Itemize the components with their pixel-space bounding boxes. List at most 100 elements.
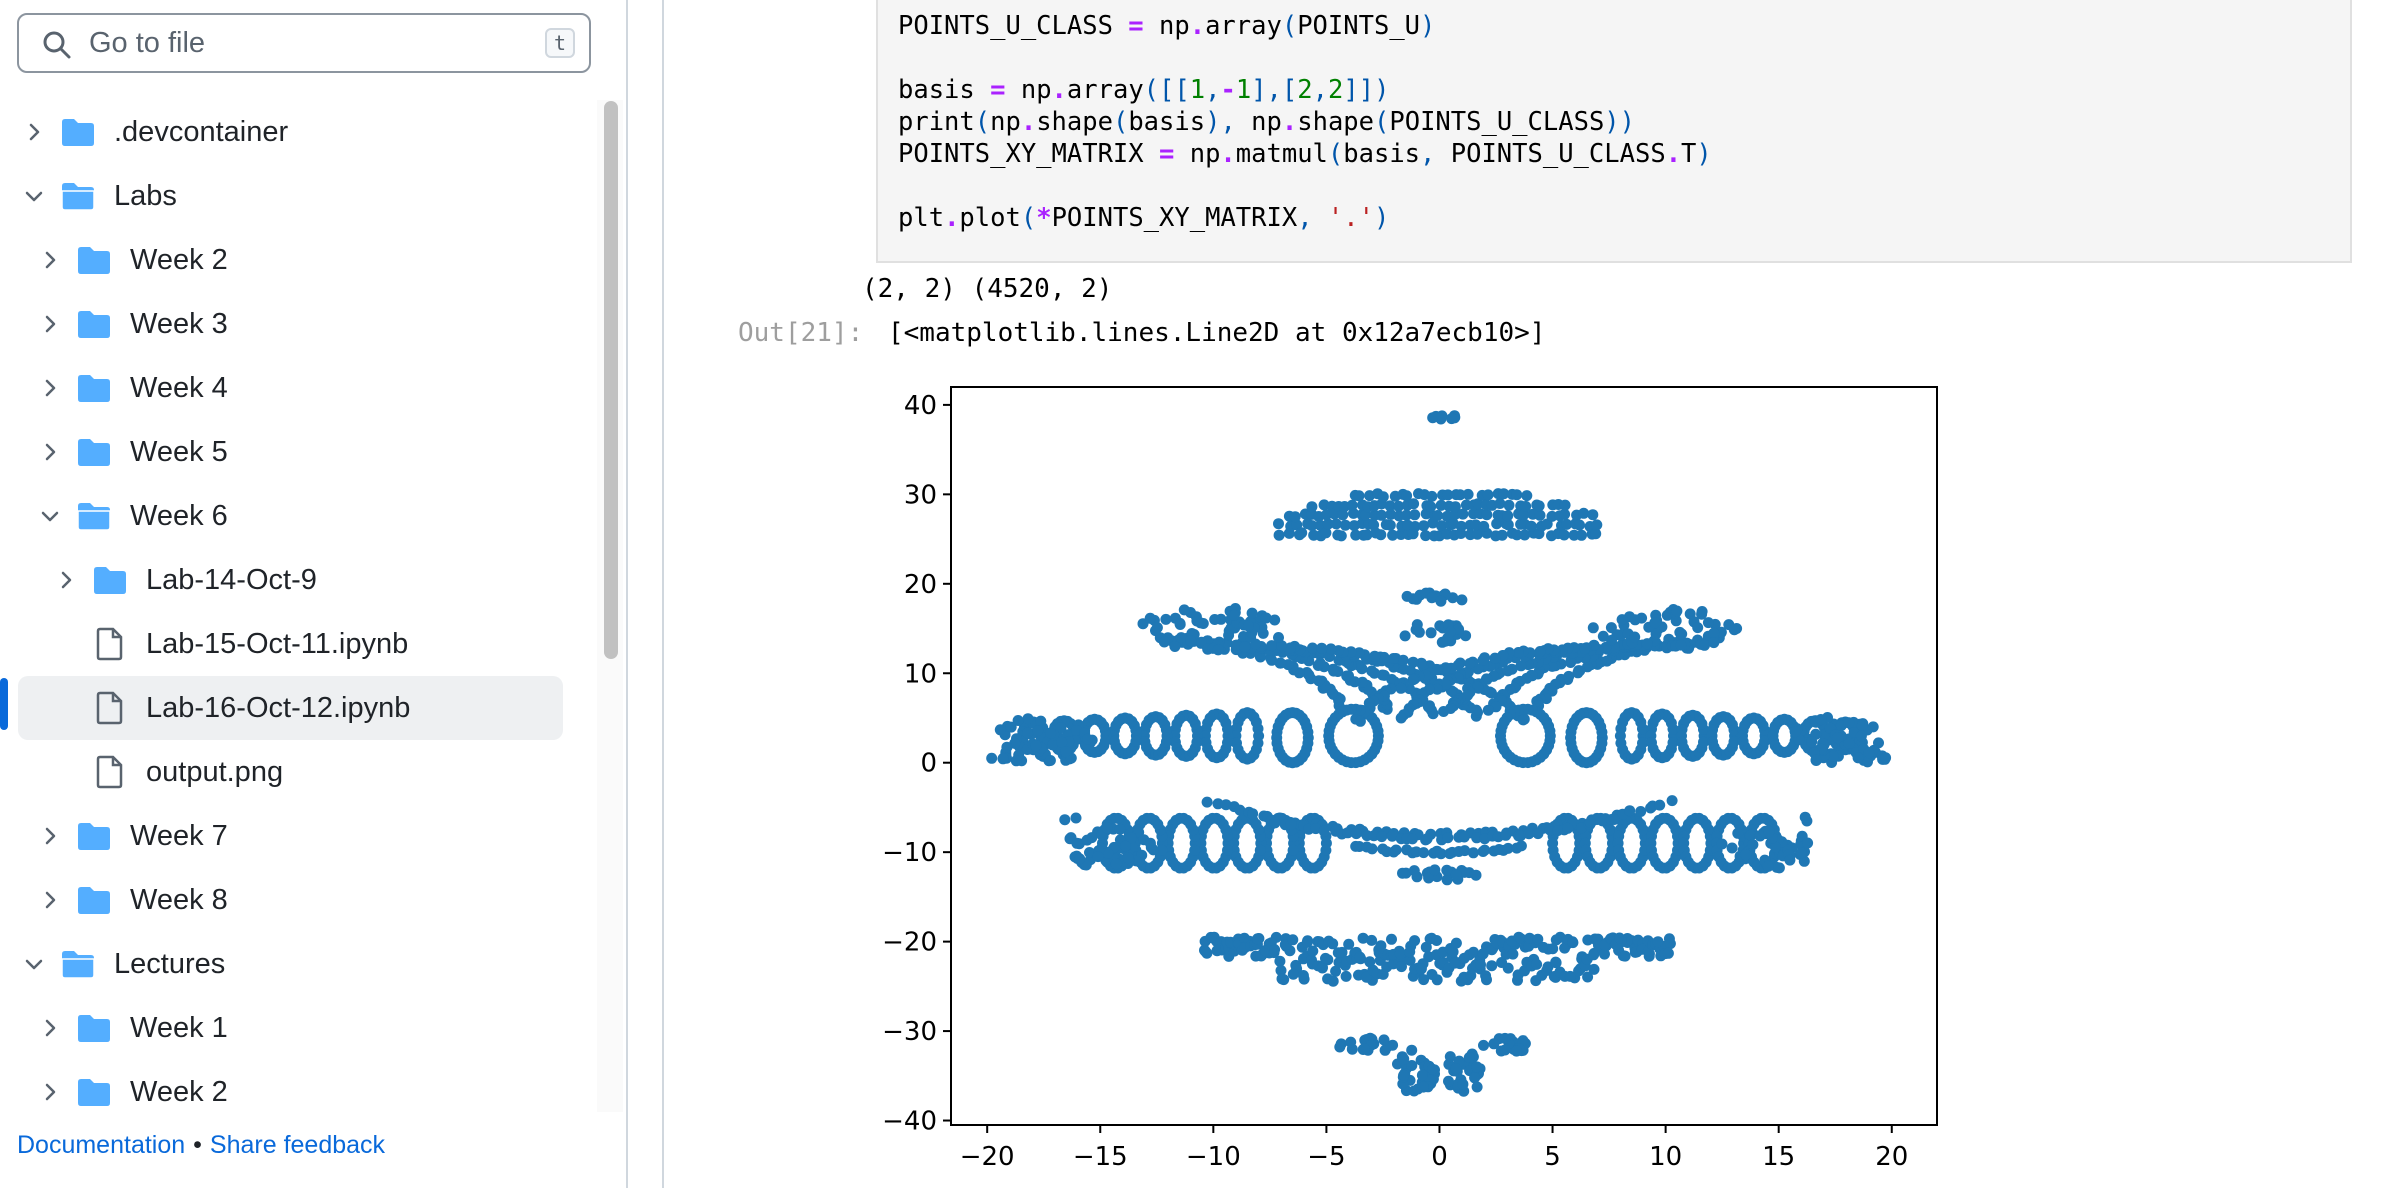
tree-folder[interactable]: .devcontainer — [18, 100, 563, 164]
data-point — [1596, 737, 1608, 749]
data-point — [1450, 869, 1462, 881]
folder-open-icon — [77, 503, 111, 531]
data-point — [1269, 614, 1281, 626]
chevron-right-icon[interactable] — [22, 120, 46, 144]
output-prompt: Out[21]: — [738, 318, 864, 348]
data-point — [1334, 1041, 1346, 1053]
data-point — [1740, 849, 1752, 861]
tree-folder[interactable]: Lectures — [18, 932, 563, 996]
chevron-down-icon[interactable] — [38, 504, 62, 528]
data-point — [1410, 624, 1422, 636]
search-input[interactable] — [89, 25, 529, 61]
data-point — [1330, 965, 1342, 977]
data-point — [1726, 842, 1738, 854]
tree-folder[interactable]: Week 4 — [18, 356, 563, 420]
tree-folder[interactable]: Week 8 — [18, 868, 563, 932]
data-point — [1559, 942, 1571, 954]
y-axis-ticks: 40 30 20 10 0 −10 −20 −30 −40 — [882, 391, 951, 1137]
chevron-right-icon[interactable] — [38, 888, 62, 912]
x-tick-label: 0 — [1431, 1142, 1448, 1172]
sidebar-scrollbar-thumb[interactable] — [604, 101, 618, 659]
x-tick-label: −20 — [960, 1142, 1015, 1172]
tree-item-label: Lectures — [114, 948, 226, 980]
data-point — [1468, 946, 1479, 958]
data-point — [1395, 712, 1407, 724]
data-point — [1798, 855, 1810, 867]
documentation-link[interactable]: Documentation — [17, 1131, 186, 1159]
chevron-down-icon[interactable] — [22, 184, 46, 208]
data-point — [1662, 947, 1674, 959]
code-line: POINTS_XY_MATRIX = np.matmul(basis, POIN… — [898, 139, 1712, 169]
tree-folder[interactable]: Lab-14-Oct-9 — [18, 548, 563, 612]
data-point — [1531, 958, 1543, 970]
data-point — [1443, 1075, 1454, 1087]
data-point — [1445, 626, 1457, 638]
data-point — [1479, 844, 1491, 856]
tree-folder[interactable]: Week 2 — [18, 228, 563, 292]
tree-folder[interactable]: Week 6 — [18, 484, 563, 548]
data-point — [1442, 832, 1454, 844]
data-point — [1436, 410, 1448, 422]
data-point — [1260, 945, 1272, 957]
data-point — [1629, 614, 1641, 626]
tree-folder[interactable]: Week 1 — [18, 996, 563, 1060]
data-point — [1856, 720, 1868, 731]
y-tick-label: −30 — [882, 1017, 937, 1047]
data-point — [1246, 607, 1258, 619]
data-point — [1702, 617, 1714, 629]
tree-file[interactable]: Lab-15-Oct-11.ipynb — [18, 612, 563, 676]
data-point — [1511, 529, 1523, 541]
chevron-down-icon[interactable] — [22, 952, 46, 976]
data-point — [1269, 944, 1281, 956]
tree-folder[interactable]: Week 3 — [18, 292, 563, 356]
x-tick-label: 20 — [1875, 1142, 1908, 1172]
data-point — [1274, 955, 1286, 967]
chevron-right-icon[interactable] — [38, 1080, 62, 1104]
data-point — [1486, 960, 1498, 972]
data-point — [1209, 614, 1221, 625]
tree-folder[interactable]: Week 7 — [18, 804, 563, 868]
chevron-right-icon[interactable] — [38, 440, 62, 464]
data-point — [1457, 508, 1469, 520]
tree-folder[interactable]: Labs — [18, 164, 563, 228]
data-point — [1574, 519, 1585, 531]
chevron-right-icon[interactable] — [38, 1016, 62, 1040]
data-point — [1427, 412, 1439, 424]
chevron-right-icon[interactable] — [38, 312, 62, 336]
data-point — [1375, 529, 1387, 541]
chevron-right-icon[interactable] — [38, 824, 62, 848]
share-feedback-link[interactable]: Share feedback — [209, 1131, 386, 1159]
data-point — [1408, 498, 1420, 510]
tree-item-label: Labs — [114, 180, 177, 212]
chevron-right-icon[interactable] — [38, 248, 62, 272]
code-line: plt.plot(*POINTS_XY_MATRIX, '.') — [898, 203, 1390, 233]
data-point — [1789, 726, 1801, 738]
chevron-right-icon[interactable] — [38, 376, 62, 400]
data-point — [1353, 490, 1365, 502]
tree-file[interactable]: output.png — [18, 740, 563, 804]
tree-item-label: Week 8 — [130, 884, 228, 916]
tree-folder[interactable]: Week 5 — [18, 420, 563, 484]
data-point — [1759, 735, 1771, 747]
data-point — [1189, 844, 1201, 856]
scatter-points — [986, 410, 1892, 1097]
data-point — [1350, 529, 1362, 541]
data-point — [1357, 676, 1368, 688]
data-point — [1605, 622, 1617, 634]
data-point — [1055, 722, 1067, 734]
data-point — [1071, 837, 1083, 849]
tree-folder[interactable]: Week 2 — [18, 1060, 563, 1112]
chevron-right-icon[interactable] — [54, 568, 78, 592]
code-cell[interactable] — [876, 0, 2352, 263]
data-point — [1059, 814, 1071, 826]
data-point — [1423, 872, 1435, 884]
data-point — [1478, 520, 1490, 532]
data-point — [1469, 1072, 1481, 1084]
x-tick-label: 10 — [1649, 1142, 1682, 1172]
data-point — [1056, 736, 1068, 748]
data-point — [1400, 509, 1412, 521]
go-to-file-search[interactable]: t — [17, 13, 591, 73]
data-point — [1519, 529, 1531, 541]
tree-file[interactable]: Lab-16-Oct-12.ipynb — [18, 676, 563, 740]
file-icon — [96, 755, 123, 789]
